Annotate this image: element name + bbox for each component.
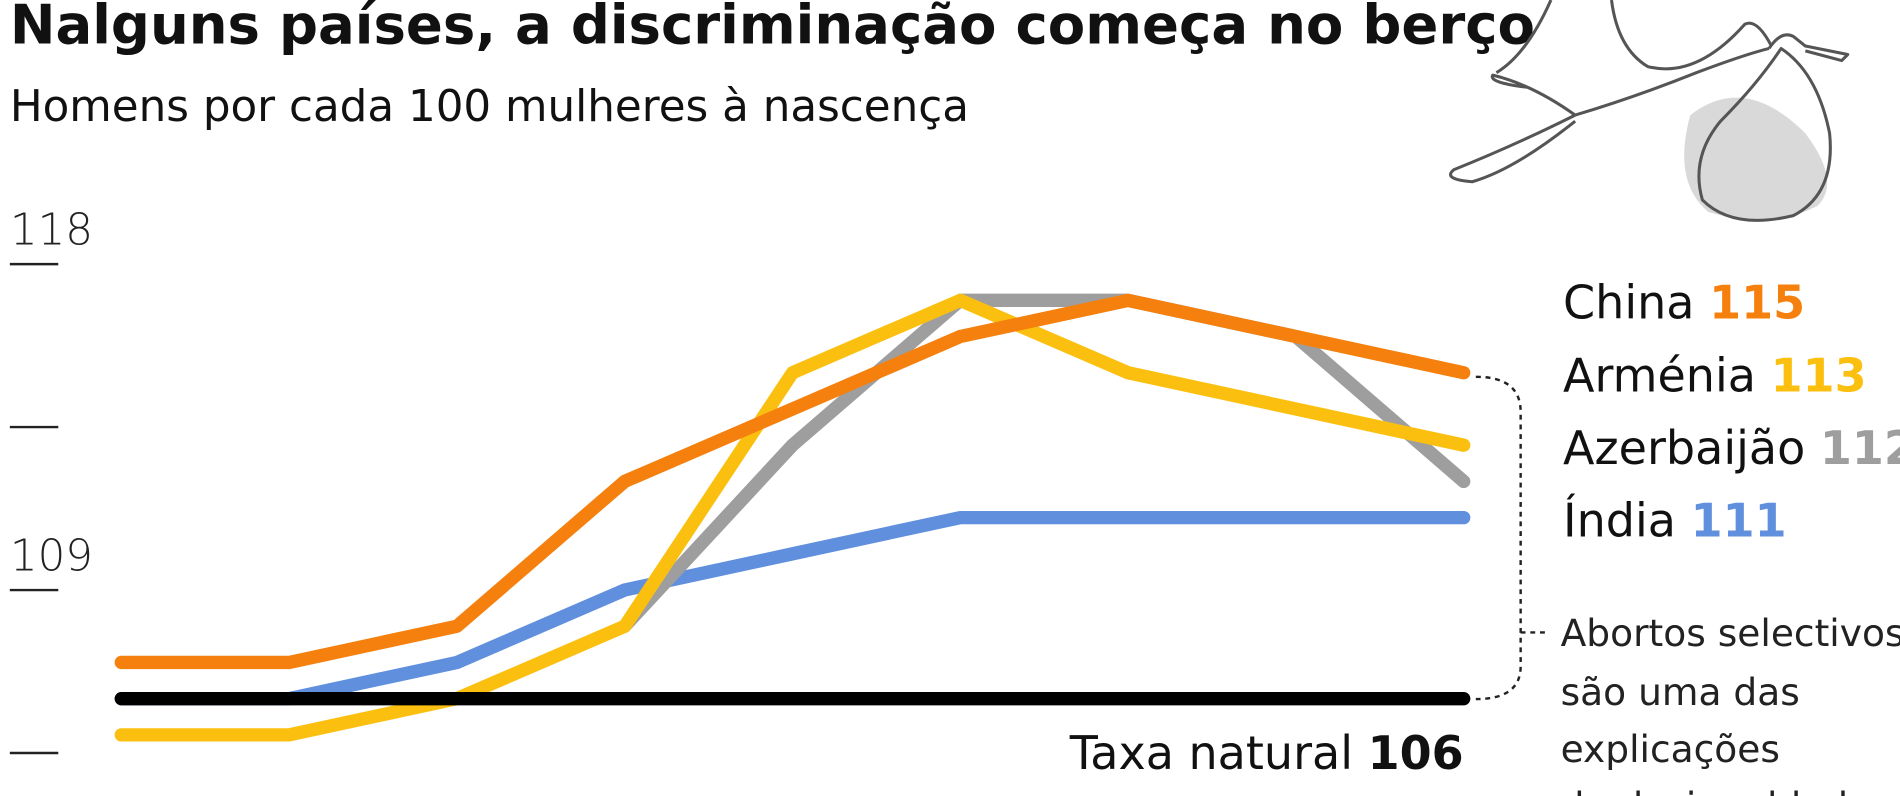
series-line bbox=[114, 293, 1471, 742]
y-tick-label: 118 bbox=[10, 206, 93, 256]
legend-name: Azerbaijão bbox=[1563, 421, 1805, 475]
annotation-line: da desigualdade bbox=[1561, 784, 1872, 796]
legend-entry: Arménia 113 bbox=[1563, 348, 1867, 402]
bracket bbox=[1475, 375, 1549, 701]
annotation-line: Abortos selectivos bbox=[1561, 611, 1900, 655]
legend-name: Arménia bbox=[1563, 348, 1756, 402]
legend-entry: China 115 bbox=[1563, 276, 1805, 330]
reference-label: Taxa natural 106 bbox=[1069, 726, 1464, 780]
legend-value: 112 bbox=[1820, 421, 1900, 475]
annotation-line: explicações bbox=[1561, 727, 1780, 771]
legend-name: Índia bbox=[1563, 494, 1676, 548]
legend-value: 115 bbox=[1709, 276, 1805, 330]
series-line bbox=[618, 293, 1471, 633]
series-line bbox=[114, 510, 1471, 706]
legend-value: 113 bbox=[1771, 348, 1867, 402]
legend-entry: Índia 111 bbox=[1563, 494, 1787, 548]
series-line bbox=[114, 293, 1471, 670]
legend-name: China bbox=[1563, 276, 1694, 330]
y-tick-label: 109 bbox=[10, 532, 93, 582]
legend-value: 111 bbox=[1691, 494, 1787, 548]
chart-title: Nalguns países, a discriminação começa n… bbox=[10, 0, 1535, 57]
reference-name: Taxa natural bbox=[1069, 726, 1353, 780]
legend-entry: Azerbaijão 112 bbox=[1563, 421, 1900, 475]
chart-subtitle: Homens por cada 100 mulheres à nascença bbox=[10, 82, 969, 132]
annotation-line: são uma das bbox=[1561, 670, 1800, 714]
reference-value: 106 bbox=[1368, 726, 1464, 780]
stork-illustration bbox=[1449, 0, 1850, 222]
